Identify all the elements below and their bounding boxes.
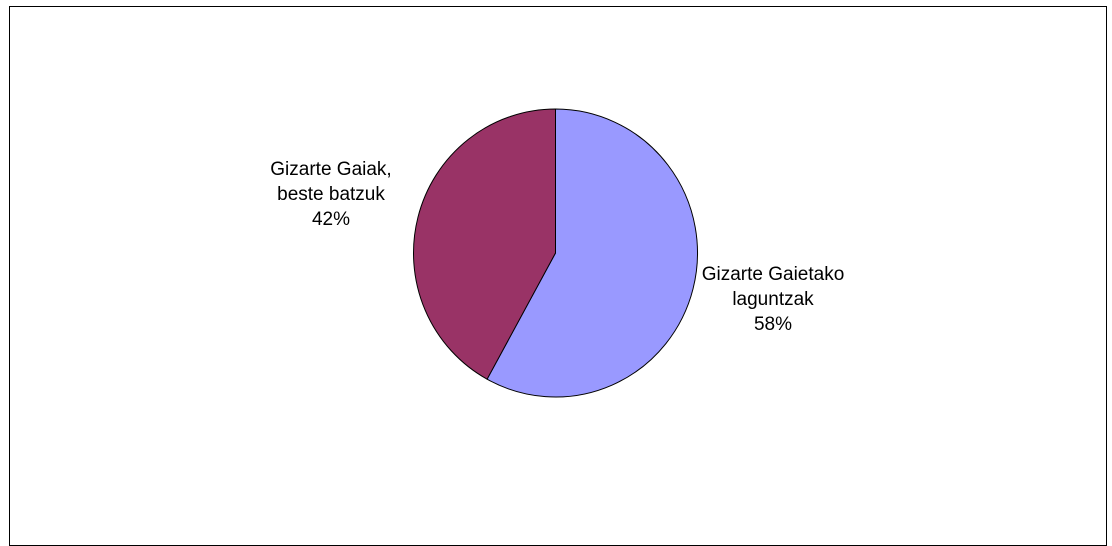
slice-label-line: laguntzak <box>732 289 814 310</box>
pie-slice-0 <box>486 108 698 398</box>
pie-slice-1 <box>413 108 556 380</box>
slice-percent-label: 58% <box>753 314 793 335</box>
slice-label-gizarte-gaietako-laguntzak: Gizarte Gaietako laguntzak 58% <box>700 262 846 337</box>
slice-label-gizarte-gaiak-beste-batzuk: Gizarte Gaiak, beste batzuk 42% <box>246 157 416 232</box>
pie-chart <box>413 108 698 398</box>
slice-label-line: Gizarte Gaietako <box>701 264 845 285</box>
slice-percent-label: 42% <box>311 209 351 230</box>
slice-label-line: Gizarte Gaiak, <box>270 159 392 180</box>
slice-label-line: beste batzuk <box>277 184 385 205</box>
